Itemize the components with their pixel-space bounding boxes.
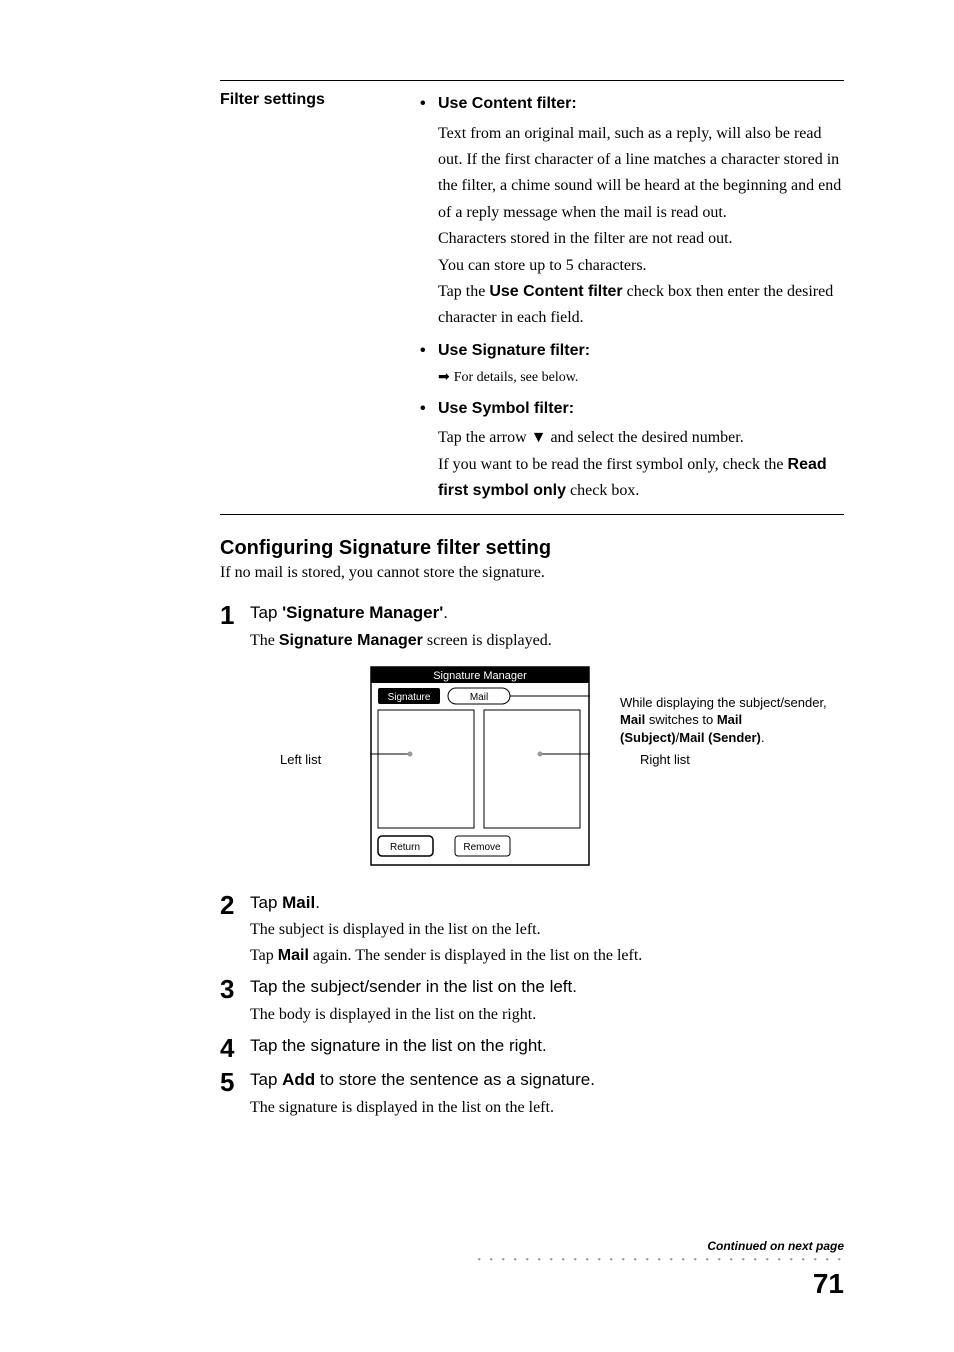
annot-4: . <box>761 730 765 745</box>
bullet-dot: • <box>420 91 438 117</box>
bullet-item-symbol-filter: • Use Symbol filter: <box>420 396 844 422</box>
svg-text:Remove: Remove <box>463 842 501 853</box>
para-1: Text from an original mail, such as a re… <box>438 125 841 221</box>
step-body-post: screen is displayed. <box>423 632 552 649</box>
row-content: • Use Content filter: Text from an origi… <box>420 81 844 514</box>
continued-label: Continued on next page <box>477 1239 844 1253</box>
sub-note: ➡ For details, see below. <box>420 367 844 389</box>
bullet-item-content-filter: • Use Content filter: <box>420 91 844 117</box>
step-title-post: . <box>443 603 448 622</box>
step-content: Tap the subject/sender in the list on th… <box>250 974 844 1027</box>
line2-post: again. The sender is displayed in the li… <box>309 947 642 964</box>
step-number: 3 <box>220 974 250 1002</box>
step-body-bold: Signature Manager <box>279 632 423 649</box>
t-bold: Add <box>282 1070 315 1089</box>
step-number: 5 <box>220 1067 250 1095</box>
annot-2: switches to <box>645 712 717 727</box>
section-heading: Configuring Signature filter setting <box>220 537 844 560</box>
t-pre: Tap <box>250 1070 282 1089</box>
step-5: 5 Tap Add to store the sentence as a sig… <box>220 1067 844 1120</box>
filter-settings-row: Filter settings • Use Content filter: Te… <box>220 81 844 514</box>
signature-manager-window: Signature Manager Signature Mail Return <box>370 666 590 866</box>
step-body: The signature is displayed in the list o… <box>250 1095 844 1121</box>
t-post: to store the sentence as a signature. <box>315 1070 595 1089</box>
para-sym-2a: If you want to be read the first symbol … <box>438 456 788 473</box>
step-content: Tap 'Signature Manager'. The Signature M… <box>250 600 844 883</box>
para-sym-1: Tap the arrow ▼ and select the desired n… <box>438 429 744 446</box>
step-title: Tap the subject/sender in the list on th… <box>250 974 844 1000</box>
para-4a: Tap the <box>438 283 489 300</box>
bullet-title: Use Content filter <box>438 95 571 112</box>
svg-text:Signature: Signature <box>388 692 431 703</box>
arrow-right-icon: ➡ <box>438 367 450 389</box>
annot-b1: Mail <box>620 712 645 727</box>
step-content: Tap Mail. The subject is displayed in th… <box>250 890 844 969</box>
step-body-pre: The <box>250 632 279 649</box>
bullet-title: Use Signature filter <box>438 342 585 359</box>
annot-1: While displaying the subject/sender, <box>620 695 827 710</box>
bullet-body: Tap the arrow ▼ and select the desired n… <box>420 425 844 504</box>
svg-text:Mail: Mail <box>470 692 488 703</box>
para-3: You can store up to 5 characters. <box>438 257 647 274</box>
bullet-body: Text from an original mail, such as a re… <box>420 121 844 332</box>
sub-note-text: For details, see below. <box>454 367 579 389</box>
bullet-dot: • <box>420 396 438 422</box>
dots-rule: • • • • • • • • • • • • • • • • • • • • … <box>477 1255 844 1266</box>
step-content: Tap the signature in the list on the rig… <box>250 1033 844 1061</box>
t-bold: Mail <box>282 893 315 912</box>
step-number: 1 <box>220 600 250 628</box>
para-4b: Use Content filter <box>489 283 622 300</box>
bullet-item-signature-filter: • Use Signature filter: <box>420 338 844 364</box>
t-pre: Tap <box>250 893 282 912</box>
t-post: . <box>315 893 320 912</box>
step-body: The body is displayed in the list on the… <box>250 1002 844 1028</box>
step-title: Tap the signature in the list on the rig… <box>250 1033 844 1059</box>
page-number: 71 <box>477 1268 844 1300</box>
svg-text:Return: Return <box>390 842 420 853</box>
line2-bold: Mail <box>278 947 309 964</box>
para-sym-2c: check box. <box>566 482 639 499</box>
step-content: Tap Add to store the sentence as a signa… <box>250 1067 844 1120</box>
section-intro: If no mail is stored, you cannot store t… <box>220 564 844 582</box>
annot-b3: Mail (Sender) <box>679 730 761 745</box>
diagram: Left list Signature Manager Signature Ma… <box>250 666 844 866</box>
line2-pre: Tap <box>250 947 278 964</box>
para-2: Characters stored in the filter are not … <box>438 230 733 247</box>
row-label: Filter settings <box>220 81 420 514</box>
step-2: 2 Tap Mail. The subject is displayed in … <box>220 890 844 969</box>
step-title-bold: 'Signature Manager' <box>282 603 443 622</box>
right-list-label: Right list <box>640 752 690 767</box>
line1: The subject is displayed in the list on … <box>250 921 541 938</box>
left-list-label: Left list <box>280 752 321 767</box>
step-1: 1 Tap 'Signature Manager'. The Signature… <box>220 600 844 883</box>
svg-text:Signature Manager: Signature Manager <box>433 670 527 682</box>
bullet-title: Use Symbol filter <box>438 400 569 417</box>
step-number: 4 <box>220 1033 250 1061</box>
right-annotation: While displaying the subject/sender, Mai… <box>620 694 830 747</box>
bottom-rule <box>220 514 844 515</box>
step-4: 4 Tap the signature in the list on the r… <box>220 1033 844 1061</box>
step-3: 3 Tap the subject/sender in the list on … <box>220 974 844 1027</box>
bullet-dot: • <box>420 338 438 364</box>
step-title-pre: Tap <box>250 603 282 622</box>
step-number: 2 <box>220 890 250 918</box>
footer: Continued on next page • • • • • • • • •… <box>477 1239 844 1300</box>
